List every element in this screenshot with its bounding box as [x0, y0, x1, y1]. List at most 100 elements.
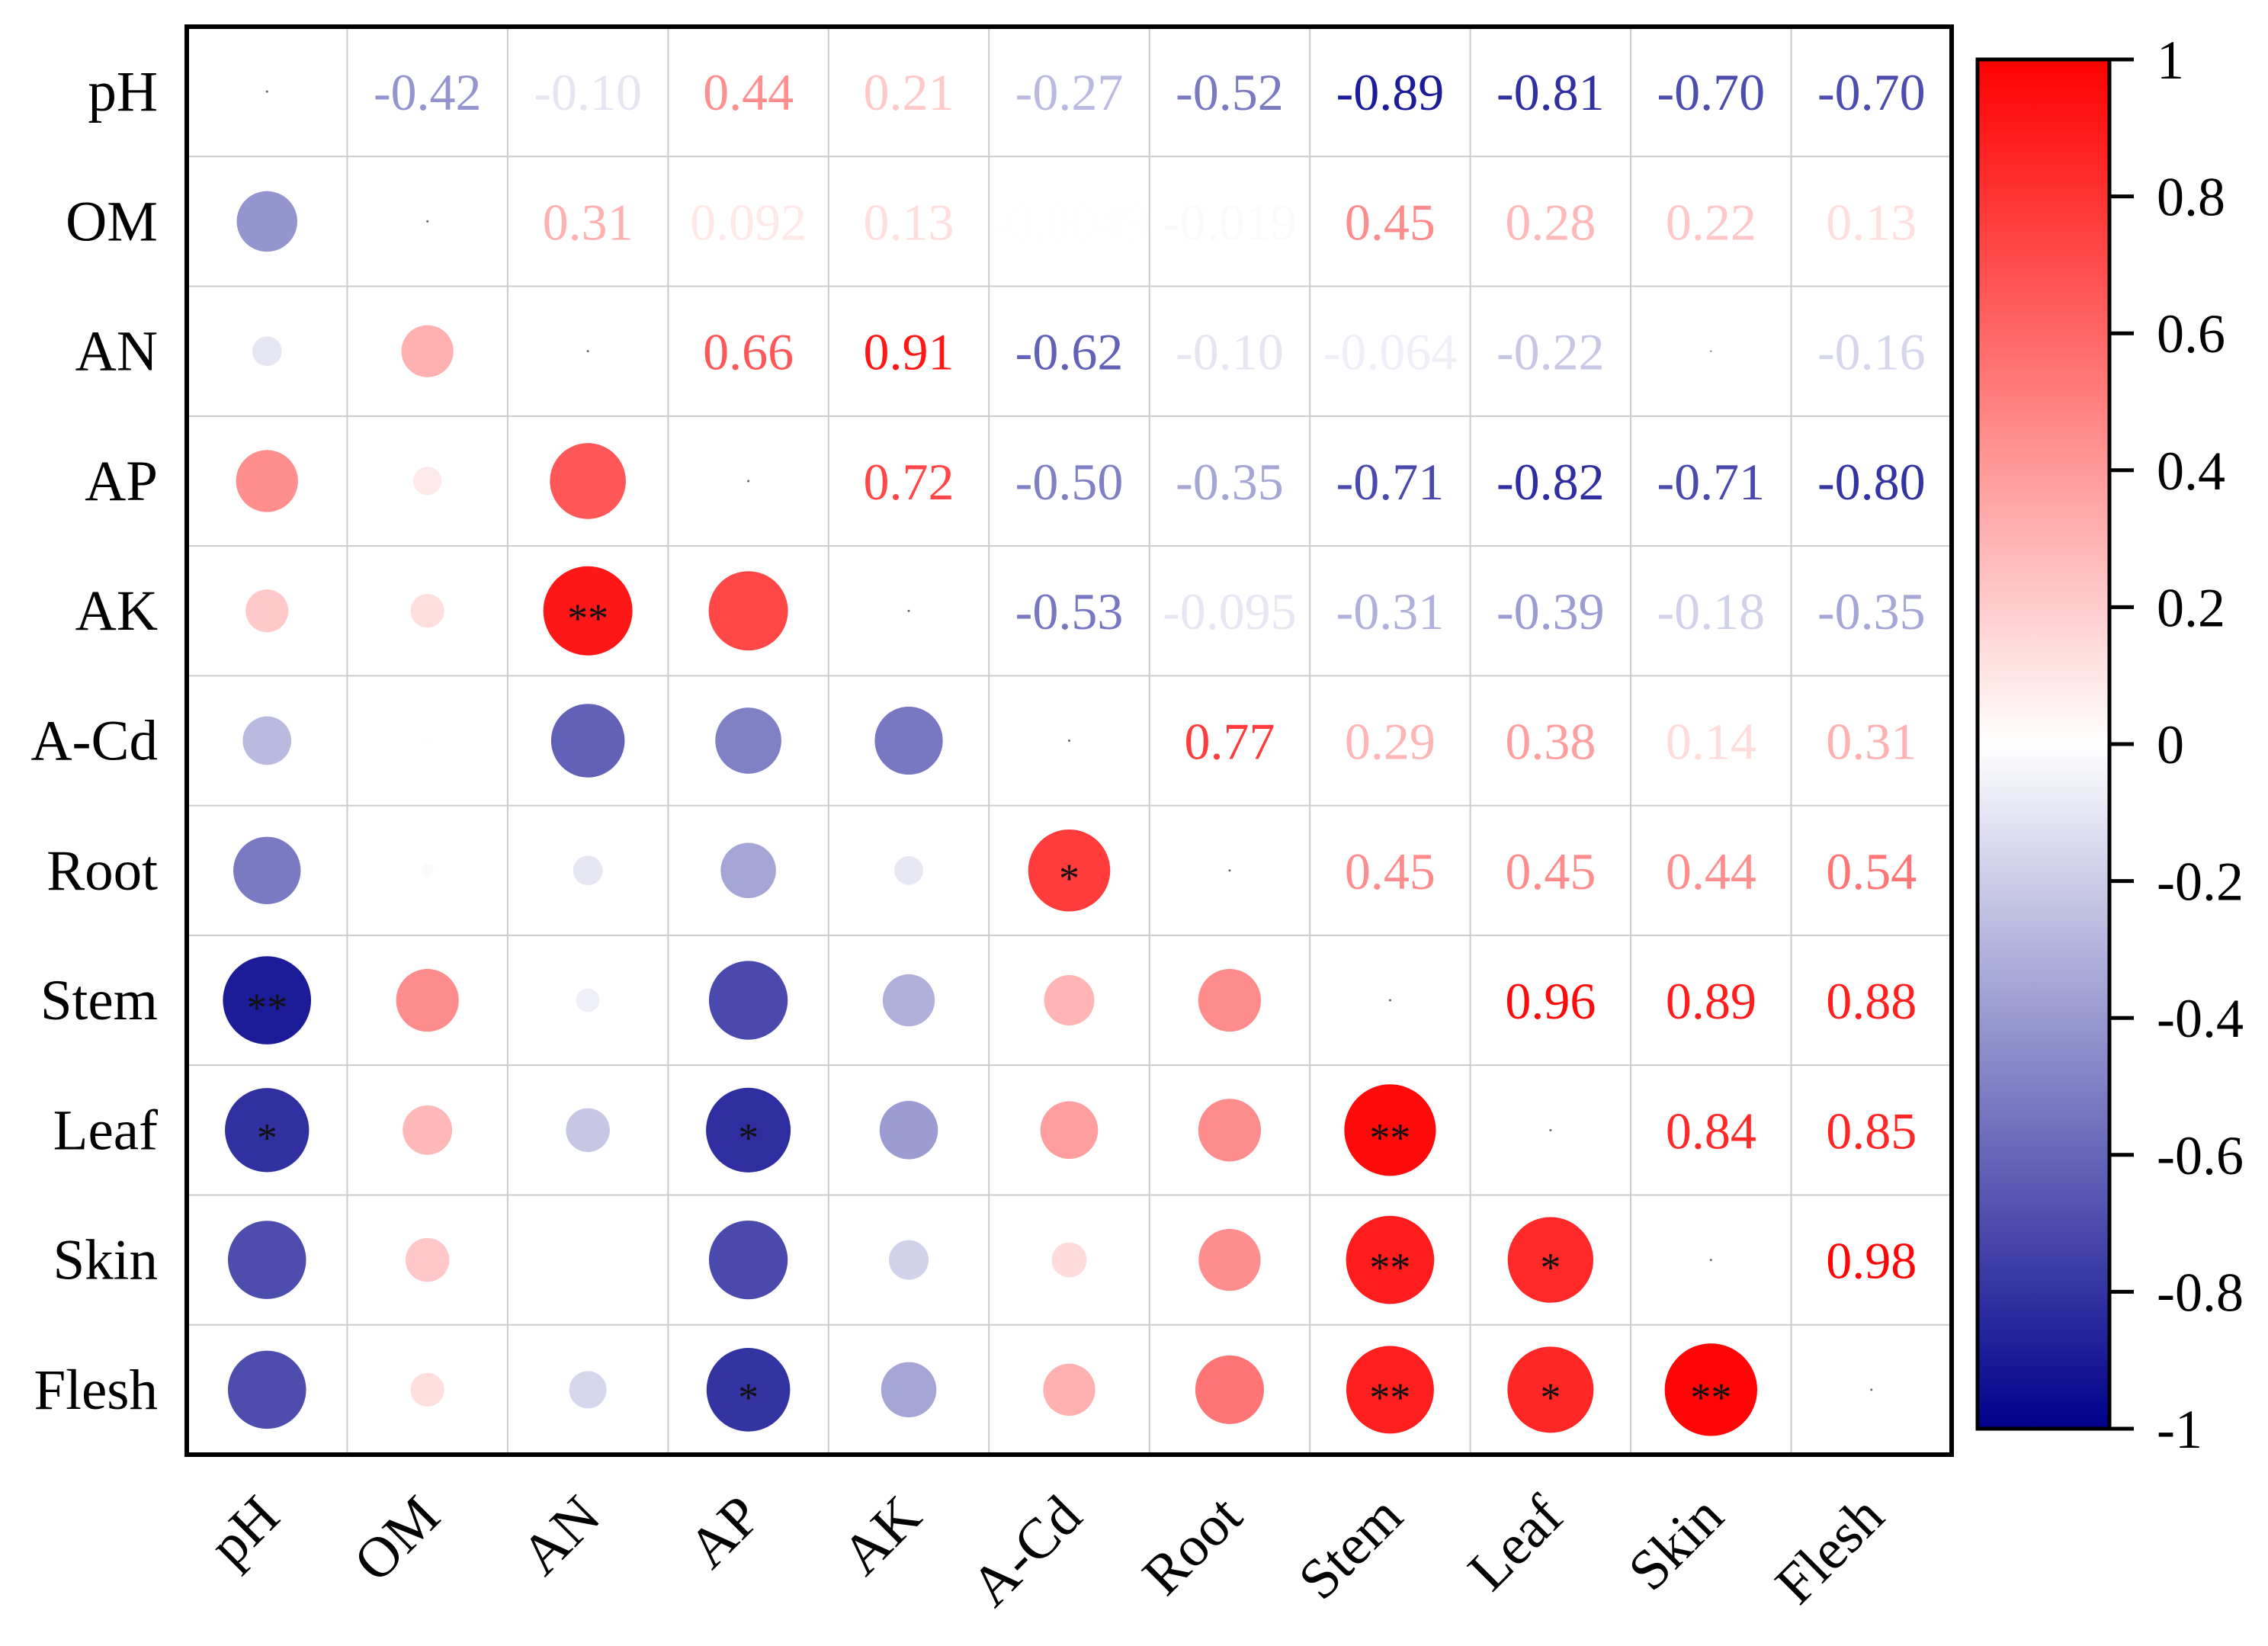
correlation-circle: [1198, 1228, 1261, 1291]
significance-marker: *: [738, 1115, 759, 1160]
correlation-circle: [1195, 1355, 1264, 1424]
correlation-circle: [881, 1362, 937, 1418]
correlation-value-label: -0.064: [1323, 323, 1458, 381]
colorbar-tick-label: -0.4: [2157, 988, 2244, 1049]
correlation-value-label: 0.45: [1505, 842, 1596, 900]
column-label: AP: [676, 1484, 772, 1580]
column-label: AK: [830, 1484, 933, 1587]
row-label: Leaf: [53, 1099, 158, 1162]
correlation-value-label: -0.10: [1176, 323, 1284, 381]
column-label: Flesh: [1763, 1484, 1896, 1616]
colorbar-tick-label: -0.6: [2157, 1125, 2244, 1186]
row-label: A-Cd: [30, 710, 158, 773]
correlation-circle: [550, 704, 625, 778]
correlation-value-label: -0.70: [1817, 63, 1926, 121]
significance-marker: **: [246, 985, 287, 1031]
correlation-circle: [245, 589, 289, 633]
correlation-value-label: -0.16: [1817, 323, 1926, 381]
diagonal-dot: [265, 90, 268, 93]
correlation-circle: [1051, 1242, 1087, 1278]
significance-marker: **: [1690, 1375, 1731, 1420]
correlation-circle: [401, 325, 454, 377]
correlation-value-label: 0.91: [864, 323, 954, 381]
correlation-value-label: 0.45: [1345, 193, 1436, 251]
correlation-circle: [1344, 1084, 1436, 1176]
correlation-circle: [252, 336, 282, 367]
significance-marker: **: [1369, 1245, 1410, 1291]
column-label: Root: [1131, 1484, 1254, 1607]
row-label: OM: [66, 190, 158, 253]
significance-marker: **: [1369, 1115, 1410, 1160]
correlation-value-label: 0.45: [1345, 842, 1436, 900]
correlation-circle: [242, 716, 292, 765]
correlation-circle: [223, 956, 312, 1044]
colorbar-gradient: [1975, 57, 2112, 1431]
correlation-circle: [706, 1348, 791, 1432]
correlation-circle: [413, 467, 442, 496]
correlation-circle: [889, 1240, 929, 1280]
correlation-circle: [874, 706, 943, 775]
correlation-value-label: -0.095: [1163, 582, 1297, 640]
correlation-value-label: 0.38: [1505, 713, 1596, 771]
correlation-circle: [566, 1108, 610, 1153]
column-label: Stem: [1287, 1484, 1415, 1612]
correlation-circle: [1664, 1343, 1758, 1436]
correlation-value-label: 0.96: [1505, 972, 1596, 1030]
correlation-circle: [1044, 975, 1095, 1026]
correlation-circle: [576, 988, 600, 1012]
correlation-value-label: -0.62: [1015, 323, 1124, 381]
correlation-circle: [587, 1259, 589, 1261]
diagonal-dot: [1228, 869, 1231, 872]
row-label: Flesh: [34, 1359, 158, 1422]
correlation-circle: [573, 855, 603, 886]
correlation-circle: [410, 594, 444, 628]
column-label: Leaf: [1456, 1484, 1575, 1603]
correlation-value-label: -0.18: [1657, 582, 1765, 640]
correlation-value-label: -0.10: [534, 63, 642, 121]
diagonal-dot: [586, 350, 589, 353]
empty-cell-dot: [1710, 350, 1712, 352]
correlation-value-label: 0.13: [1826, 193, 1917, 251]
correlation-value-label: 0.89: [1666, 972, 1756, 1030]
correlation-value-label: -0.31: [1336, 582, 1445, 640]
row-label: Skin: [53, 1229, 158, 1292]
colorbar-ticks: 1 0.8 0.6 0.4 0.2 0 -0.2 -0.4 -0.6 -0.8 -1: [2109, 30, 2244, 1460]
colorbar-tick-label: 0.8: [2157, 167, 2225, 228]
correlation-circle: [550, 443, 626, 519]
plot-frame: [184, 24, 1954, 1457]
correlation-circle: [708, 1220, 788, 1300]
significance-marker: *: [1540, 1375, 1561, 1420]
correlation-circle: [227, 1350, 306, 1429]
correlation-value-label: -0.0049: [990, 193, 1150, 251]
colorbar-tick-label: 0.6: [2157, 303, 2225, 364]
correlation-circle: [424, 737, 431, 744]
correlation-value-label: -0.82: [1496, 453, 1605, 511]
correlation-value-label: 0.84: [1666, 1102, 1756, 1160]
correlation-value-label: 0.98: [1826, 1232, 1917, 1290]
correlation-value-label: -0.81: [1496, 63, 1605, 121]
correlation-value-label: 0.85: [1826, 1102, 1917, 1160]
correlation-value-label: 0.44: [1666, 842, 1756, 900]
correlation-circle: [227, 1221, 306, 1299]
correlation-circle: [1507, 1217, 1594, 1303]
correlation-circle: [421, 864, 435, 878]
correlation-value-label: -0.71: [1336, 453, 1445, 511]
correlation-value-label: -0.35: [1176, 453, 1284, 511]
colorbar-tick-label: 0.2: [2157, 577, 2225, 638]
row-label: Root: [47, 839, 158, 903]
correlation-circle: [569, 1371, 607, 1409]
correlation-circle: [403, 1105, 453, 1155]
row-labels: pH OM AN AP AK A-Cd Root Stem Leaf Skin Flesh: [30, 60, 158, 1422]
correlation-value-label: 0.88: [1826, 972, 1917, 1030]
correlation-circle: [225, 1088, 310, 1173]
colorbar-tick-label: -1: [2157, 1399, 2202, 1460]
correlation-value-label: -0.52: [1176, 63, 1284, 121]
colorbar-tick-label: 1: [2157, 30, 2184, 91]
correlation-value-label: -0.39: [1496, 582, 1605, 640]
correlation-circle: [706, 1087, 791, 1173]
correlation-value-label: 0.31: [1826, 713, 1917, 771]
correlation-value-label: 0.66: [703, 323, 794, 381]
row-label: AP: [85, 450, 158, 513]
diagonal-dot: [1388, 999, 1391, 1002]
